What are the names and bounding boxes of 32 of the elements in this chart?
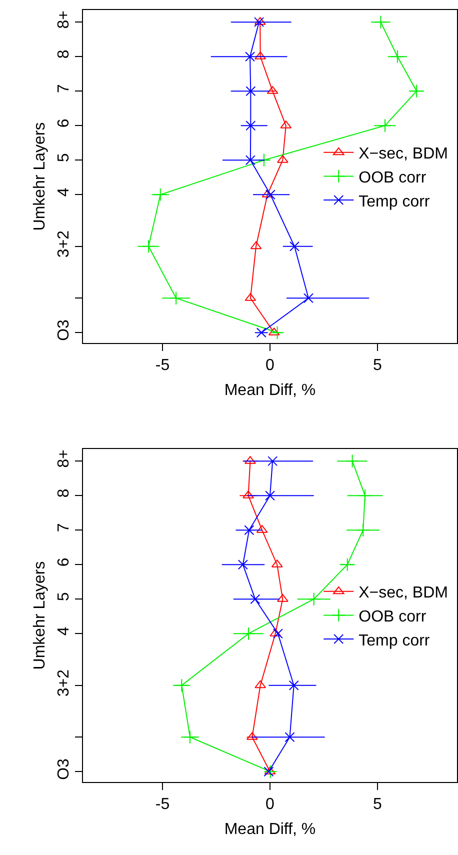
y-tick-label: 5 <box>56 592 73 602</box>
legend-label: OOB corr <box>358 169 427 186</box>
y-tick-label: 8+ <box>56 10 73 29</box>
x-tick-label: 0 <box>266 357 275 374</box>
x-tick-label: 0 <box>266 796 275 814</box>
y-tick-label: 6 <box>56 558 73 567</box>
y-tick-label: 4 <box>56 188 73 197</box>
x-tick-label: 5 <box>373 796 382 814</box>
y-tick-label: 8 <box>56 488 73 498</box>
legend-label: X−sec, BDM <box>358 584 448 602</box>
legend-label: X−sec, BDM <box>358 146 448 163</box>
x-tick-label: -5 <box>155 357 170 374</box>
legend-label: OOB corr <box>358 608 427 626</box>
x-axis-title: Mean Diff, % <box>224 382 316 399</box>
y-axis-title: Umkehr Layers <box>32 122 48 231</box>
y-tick-label: 6 <box>56 118 73 128</box>
y-tick-label: 5 <box>56 153 73 162</box>
y-tick-label: 3+2 <box>56 669 73 697</box>
x-tick-label: -5 <box>155 796 170 814</box>
legend-label: Temp corr <box>358 632 430 650</box>
y-tick-label: 8 <box>56 50 73 59</box>
y-axis-title: Umkehr Layers <box>32 561 48 670</box>
legend-label: Temp corr <box>358 193 430 210</box>
y-tick-label: O3 <box>56 319 73 341</box>
y-tick-label: 3+2 <box>56 230 73 258</box>
y-tick-label: 8+ <box>56 450 73 468</box>
x-axis-title: Mean Diff, % <box>224 820 316 838</box>
x-tick-label: 5 <box>373 357 382 374</box>
y-tick-label: 7 <box>56 523 73 532</box>
y-tick-label: 7 <box>56 84 73 94</box>
y-tick-label: 4 <box>56 626 73 636</box>
y-tick-label: O3 <box>56 758 73 780</box>
